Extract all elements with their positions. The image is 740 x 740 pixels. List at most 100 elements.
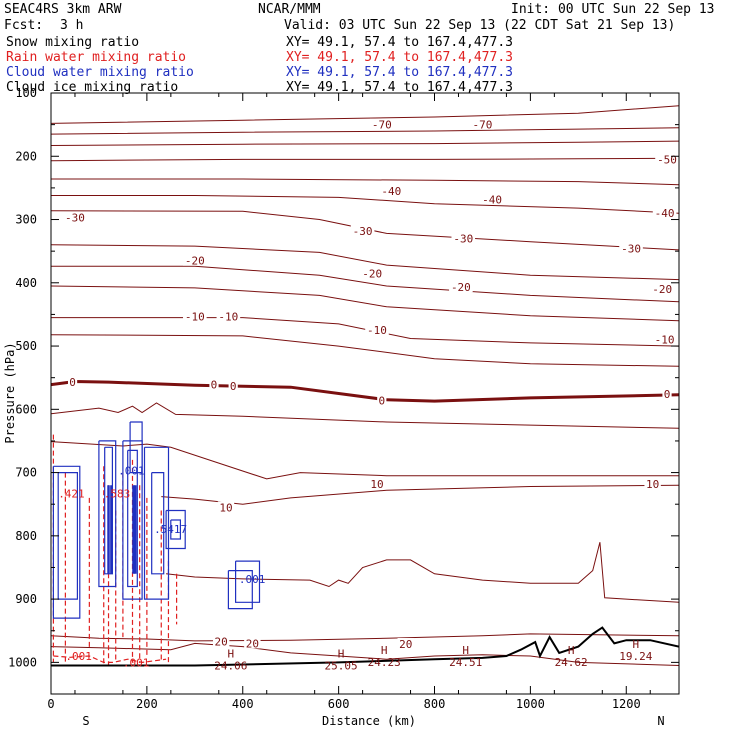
max-value-label: 24.62 bbox=[555, 656, 588, 669]
isotherm-20-17 bbox=[51, 633, 679, 642]
isotherm--50-5 bbox=[51, 195, 679, 214]
field-snow-name: Snow mixing ratio bbox=[6, 35, 140, 50]
max-marker: H bbox=[633, 638, 640, 651]
isotherm-20-16 bbox=[166, 542, 679, 603]
cloudwater-contour-2 bbox=[98, 440, 117, 588]
species-label: .001 bbox=[123, 656, 149, 669]
isotherm-label: 20 bbox=[215, 635, 228, 648]
cloudwater-contour-12 bbox=[235, 560, 261, 603]
cloudwater-contour-5 bbox=[127, 449, 138, 588]
field-rain-name: Rain water mixing ratio bbox=[6, 50, 187, 65]
rain-contour-base bbox=[53, 655, 167, 664]
x-tick-label: 800 bbox=[424, 697, 446, 711]
isotherm-label: -50 bbox=[657, 153, 677, 166]
isotherm-label: -30 bbox=[353, 225, 373, 238]
x-tick-label: 400 bbox=[232, 697, 254, 711]
isotherm-label: -10 bbox=[218, 310, 238, 323]
plot-frame bbox=[50, 92, 680, 695]
y-tick-label: 400 bbox=[15, 276, 37, 290]
isotherm-label: -70 bbox=[372, 119, 392, 132]
isotherm-label: 0 bbox=[211, 379, 218, 392]
isotherm--20-9 bbox=[51, 285, 679, 322]
max-value-label: 24.23 bbox=[368, 656, 401, 669]
isotherm-label: -10 bbox=[655, 334, 675, 347]
field-rain-xy: XY= 49.1, 57.4 to 167.4,477.3 bbox=[286, 50, 513, 65]
max-marker: H bbox=[227, 647, 234, 660]
isotherm--30-7 bbox=[51, 244, 679, 281]
isotherm-0-13 bbox=[51, 402, 679, 429]
y-tick-label: 800 bbox=[15, 529, 37, 543]
x-end-label-south: S bbox=[82, 714, 89, 728]
isotherm-label: 20 bbox=[246, 637, 259, 650]
x-end-label-north: N bbox=[657, 714, 664, 728]
isotherm-label: -30 bbox=[621, 243, 641, 256]
isotherm-10-14 bbox=[51, 441, 679, 480]
cloudwater-contour-7 bbox=[143, 446, 170, 600]
isotherm--60-3 bbox=[51, 157, 679, 162]
isotherm-label: -20 bbox=[362, 267, 382, 280]
isotherm--70-1 bbox=[51, 127, 679, 135]
field-cloudwater-xy: XY= 49.1, 57.4 to 167.4,477.3 bbox=[286, 65, 513, 80]
isotherm-20-18 bbox=[51, 642, 679, 666]
fcst-label: Fcst: bbox=[4, 18, 44, 33]
x-tick-label: 0 bbox=[47, 697, 54, 711]
max-marker: H bbox=[462, 644, 469, 657]
isotherm-label: 20 bbox=[399, 638, 412, 651]
species-label: .001 bbox=[65, 650, 92, 663]
cloudwater-contour-8 bbox=[151, 472, 165, 575]
isotherm-label: -10 bbox=[185, 310, 205, 323]
isotherm--70-0 bbox=[51, 105, 679, 124]
valid-time: Valid: 03 UTC Sun 22 Sep 13 (22 CDT Sat … bbox=[284, 18, 676, 33]
x-tick-label: 200 bbox=[136, 697, 158, 711]
isotherm-label: -10 bbox=[367, 324, 387, 337]
species-label: .001 bbox=[118, 465, 145, 478]
model-title: SEAC4RS 3km ARW bbox=[4, 2, 122, 17]
plot-inner: -70 -70 -50 -40 -40 -40 -30 -30 -30 -30 -20 -20 -20 -… bbox=[51, 105, 679, 672]
y-tick-label: 900 bbox=[15, 592, 37, 606]
axes: 0 200 400 600 800 1000 12002003004005006007008… bbox=[8, 86, 679, 711]
y-tick-label: 700 bbox=[15, 466, 37, 480]
field-cloudice-name: Cloud ice mixing ratio bbox=[6, 80, 179, 95]
isotherm-label: -20 bbox=[185, 255, 205, 268]
y-tick-label: 200 bbox=[15, 149, 37, 163]
isotherm-label: -20 bbox=[652, 283, 672, 296]
isotherm--10-11 bbox=[51, 334, 679, 367]
isotherm-label: -40 bbox=[655, 207, 675, 220]
terrain-line bbox=[51, 626, 679, 667]
isotherm-label: 0 bbox=[664, 388, 671, 401]
isotherm--30-8 bbox=[51, 265, 679, 303]
max-marker: H bbox=[381, 644, 388, 657]
isotherm-10-15 bbox=[161, 484, 679, 505]
x-axis-label: Distance (km) bbox=[322, 714, 416, 728]
max-value-label: 19.24 bbox=[619, 650, 652, 663]
max-value-label: 24.51 bbox=[449, 656, 482, 669]
cloudwater-contour-11 bbox=[227, 569, 253, 610]
isotherm--60-2 bbox=[51, 140, 679, 146]
species-label: .001 bbox=[239, 573, 265, 586]
y-tick-label: 300 bbox=[15, 213, 37, 227]
cloudwater-contour-1 bbox=[57, 472, 79, 600]
y-axis-label: Pressure (hPa) bbox=[3, 342, 17, 443]
isotherm-label: -40 bbox=[381, 185, 401, 198]
isotherm-label: 10 bbox=[219, 501, 232, 514]
field-cloudwater-name: Cloud water mixing ratio bbox=[6, 65, 194, 80]
isotherm-label: 0 bbox=[69, 376, 76, 389]
org-label: NCAR/MMM bbox=[258, 2, 321, 17]
cloudwater-contour-9 bbox=[165, 509, 186, 550]
y-tick-label-top: 100 bbox=[15, 86, 37, 100]
plot-content: -70 -70 -50 -40 -40 -40 -30 -30 -30 -30 -20 -20 -20 -… bbox=[51, 105, 679, 672]
isotherm-label: 10 bbox=[646, 478, 659, 491]
isotherm-label: -40 bbox=[482, 193, 502, 206]
species-label: .5417 bbox=[154, 523, 187, 536]
cloudwater-contour-10 bbox=[170, 519, 181, 540]
isotherm-label: -20 bbox=[451, 281, 471, 294]
isotherm-label: -30 bbox=[65, 212, 85, 225]
isotherm--10-10 bbox=[51, 317, 679, 347]
max-value-label: 25.05 bbox=[324, 659, 357, 672]
cloudwater-contour-6 bbox=[129, 421, 143, 474]
isotherm-0-12 bbox=[51, 379, 679, 403]
max-marker: H bbox=[568, 644, 575, 657]
species-label: .421 bbox=[58, 487, 85, 500]
fcst-value: 3 h bbox=[60, 18, 84, 33]
